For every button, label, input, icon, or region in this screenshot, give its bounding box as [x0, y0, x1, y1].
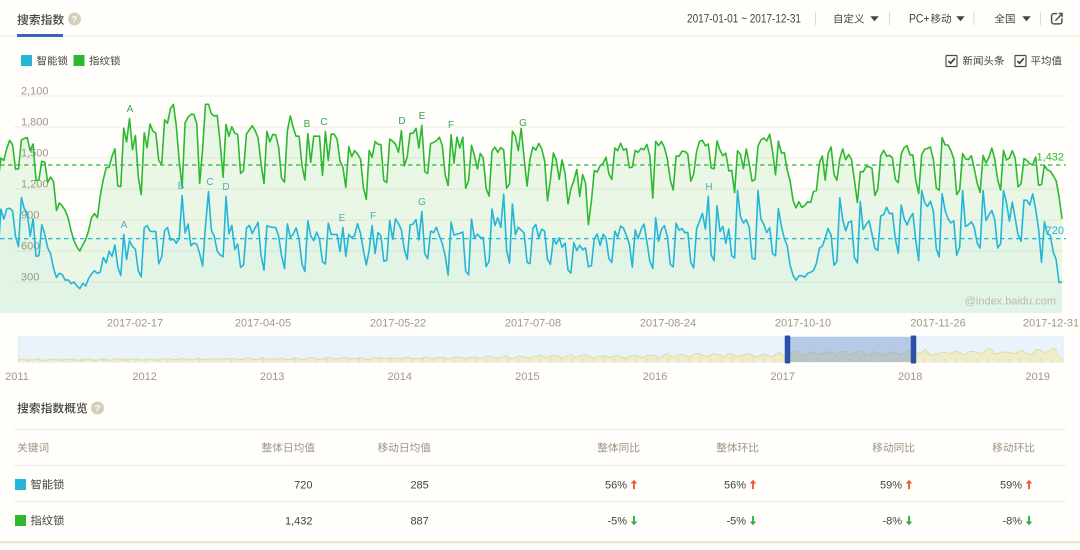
- svg-text:2017-01-01 ~ 2017-12-31: 2017-01-01 ~ 2017-12-31: [687, 12, 801, 26]
- svg-text:E: E: [419, 111, 426, 122]
- svg-text:2019: 2019: [1026, 371, 1050, 383]
- svg-text:2014: 2014: [388, 371, 412, 383]
- svg-text:-8%: -8%: [882, 516, 902, 528]
- svg-text:-5%: -5%: [607, 516, 627, 528]
- svg-text:300: 300: [21, 272, 39, 284]
- svg-text:D: D: [222, 182, 229, 193]
- svg-text:1,800: 1,800: [21, 117, 49, 129]
- svg-text:1,200: 1,200: [21, 179, 49, 191]
- svg-text:720: 720: [294, 480, 312, 492]
- svg-text:2012: 2012: [132, 371, 156, 383]
- svg-text:?: ?: [72, 14, 78, 25]
- svg-text:2016: 2016: [643, 371, 667, 383]
- svg-text:?: ?: [95, 403, 101, 414]
- svg-text:B: B: [304, 119, 311, 130]
- svg-text:285: 285: [410, 480, 428, 492]
- svg-text:56%: 56%: [605, 480, 627, 492]
- svg-text:900: 900: [21, 210, 39, 222]
- svg-text:59%: 59%: [880, 480, 902, 492]
- svg-text:2017-05-22: 2017-05-22: [370, 318, 426, 330]
- svg-text:2013: 2013: [260, 371, 284, 383]
- svg-text:1,500: 1,500: [21, 148, 49, 160]
- svg-text:59%: 59%: [1000, 480, 1022, 492]
- svg-text:2017-10-10: 2017-10-10: [775, 318, 831, 330]
- svg-text:H: H: [705, 182, 712, 193]
- svg-text:2017-08-24: 2017-08-24: [640, 318, 696, 330]
- svg-text:2011: 2011: [5, 371, 29, 383]
- svg-text:E: E: [339, 213, 346, 224]
- svg-text:F: F: [370, 211, 376, 222]
- svg-text:2,100: 2,100: [21, 86, 49, 98]
- svg-text:A: A: [121, 220, 128, 231]
- svg-text:F: F: [448, 120, 454, 131]
- svg-text:-8%: -8%: [1002, 516, 1022, 528]
- svg-text:56%: 56%: [724, 480, 746, 492]
- svg-text:G: G: [519, 118, 527, 129]
- svg-text:2017-12-31: 2017-12-31: [1023, 318, 1079, 330]
- svg-text:A: A: [127, 104, 134, 115]
- svg-text:1,432: 1,432: [1036, 152, 1064, 164]
- svg-text:B: B: [178, 181, 185, 192]
- svg-text:PC+: PC+: [909, 12, 930, 26]
- svg-text:2015: 2015: [515, 371, 539, 383]
- svg-text:C: C: [206, 177, 213, 188]
- svg-text:2017-07-08: 2017-07-08: [505, 318, 561, 330]
- svg-text:2017-04-05: 2017-04-05: [235, 318, 291, 330]
- svg-text:1,432: 1,432: [285, 516, 313, 528]
- svg-text:C: C: [320, 117, 327, 128]
- svg-text:720: 720: [1046, 225, 1064, 237]
- svg-text:2017-11-26: 2017-11-26: [910, 318, 965, 330]
- svg-text:D: D: [398, 116, 405, 127]
- svg-text:@index.baidu.com: @index.baidu.com: [965, 296, 1056, 308]
- svg-text:G: G: [418, 197, 426, 208]
- svg-text:2017-02-17: 2017-02-17: [107, 318, 163, 330]
- svg-text:-5%: -5%: [726, 516, 746, 528]
- svg-text:2018: 2018: [898, 371, 922, 383]
- svg-text:2017: 2017: [770, 371, 794, 383]
- svg-text:887: 887: [410, 516, 428, 528]
